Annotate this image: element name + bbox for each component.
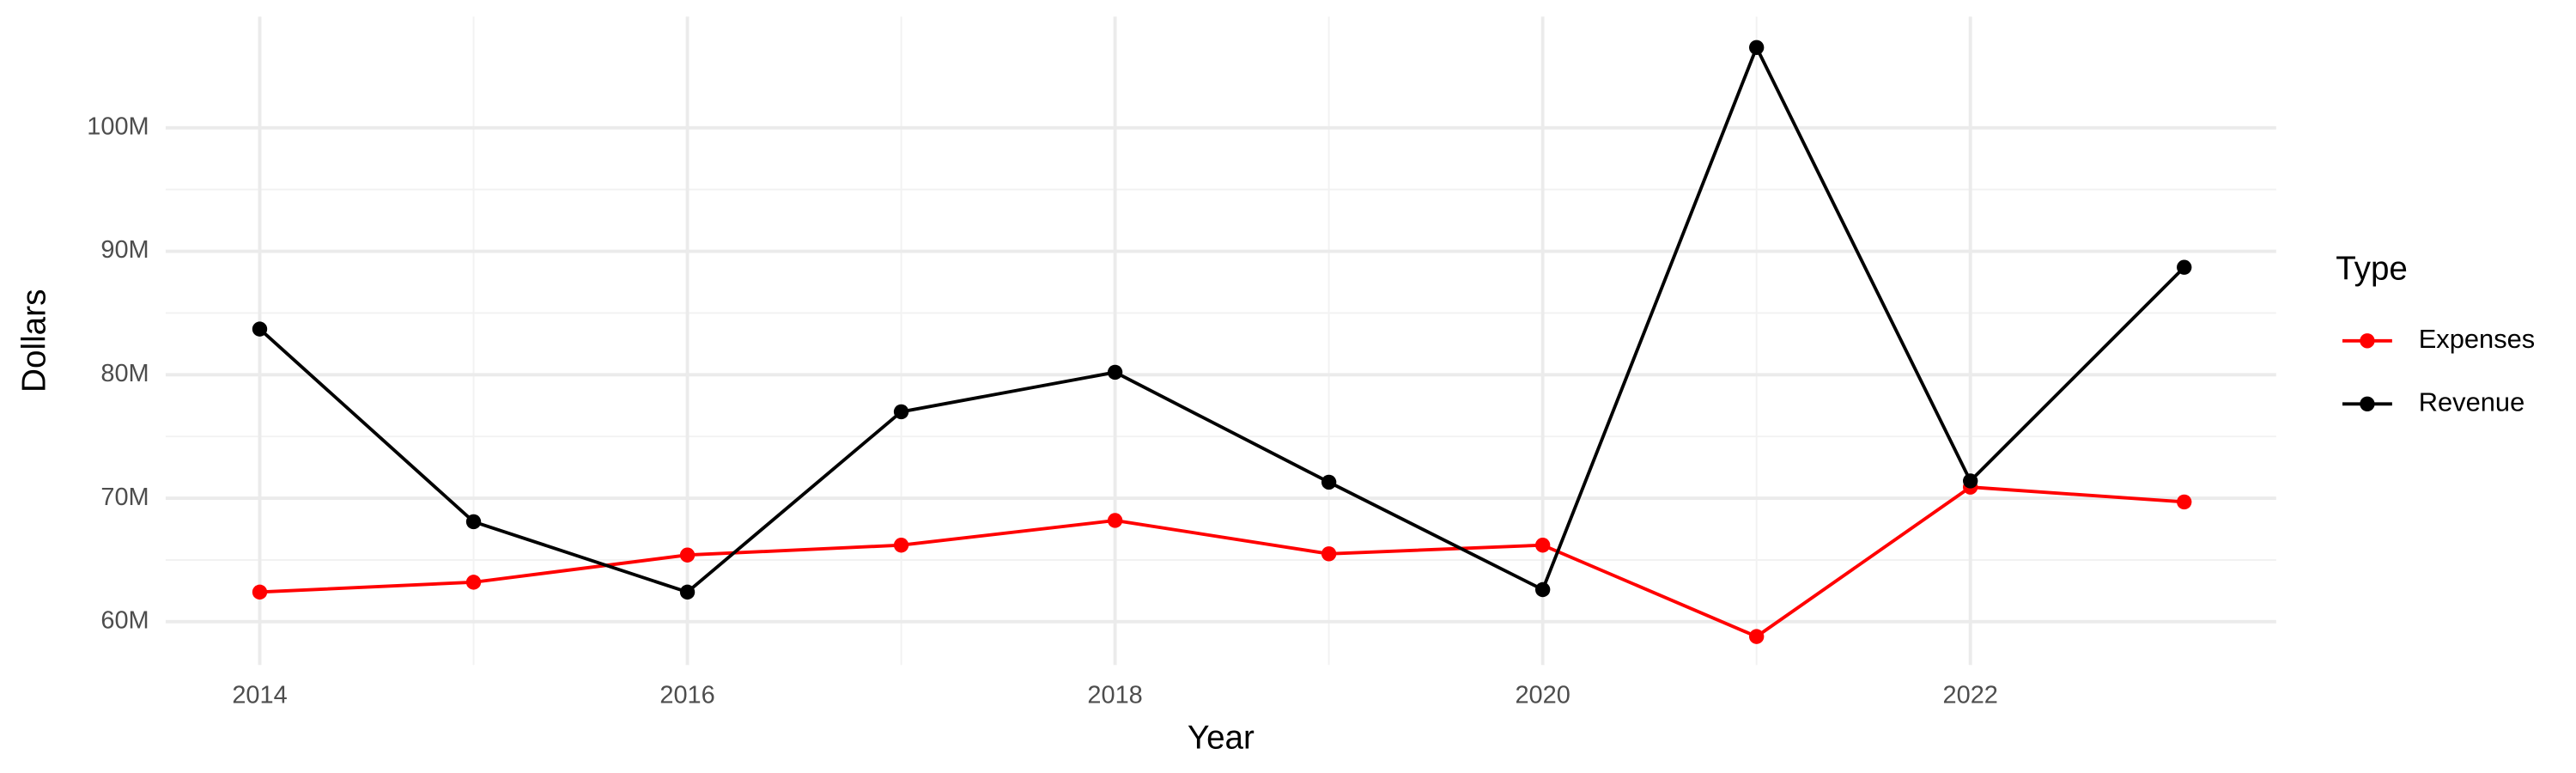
y-axis-title: Dollars <box>16 289 53 393</box>
data-point <box>465 514 482 530</box>
data-point <box>679 584 696 600</box>
series-line <box>258 43 2186 594</box>
data-point <box>252 584 268 600</box>
legend-marker <box>2360 396 2375 412</box>
data-point <box>2177 259 2192 275</box>
data-point <box>1534 581 1551 598</box>
legend-label: Revenue <box>2419 386 2525 417</box>
x-tick-label: 2014 <box>232 682 287 709</box>
series-line <box>259 485 2184 639</box>
legend-title: Type <box>2336 251 2408 288</box>
x-tick-label: 2022 <box>1943 682 1998 709</box>
data-point <box>893 538 909 553</box>
data-point <box>1321 474 1337 490</box>
y-tick-label: 90M <box>100 236 149 264</box>
data-point <box>1748 629 1765 644</box>
data-point <box>2177 494 2192 510</box>
data-point <box>1321 546 1337 562</box>
x-tick-label: 2016 <box>659 682 714 709</box>
x-tick-label: 2018 <box>1087 682 1142 709</box>
x-tick-label: 2020 <box>1515 682 1570 709</box>
data-point <box>252 321 268 337</box>
data-point <box>1748 40 1765 56</box>
data-point <box>1963 473 1978 489</box>
x-axis-title: Year <box>1188 719 1255 756</box>
y-tick-label: 70M <box>100 484 149 511</box>
data-point <box>679 547 696 563</box>
legend-marker <box>2360 333 2375 349</box>
y-tick-label: 60M <box>100 606 149 634</box>
data-point <box>465 575 482 590</box>
legend-label: Expenses <box>2419 324 2536 354</box>
data-point <box>1534 538 1551 553</box>
data-point <box>1107 364 1123 380</box>
y-tick-label: 80M <box>100 360 149 387</box>
data-point <box>893 404 909 420</box>
data-point <box>1107 513 1123 528</box>
y-tick-label: 100M <box>87 113 149 140</box>
